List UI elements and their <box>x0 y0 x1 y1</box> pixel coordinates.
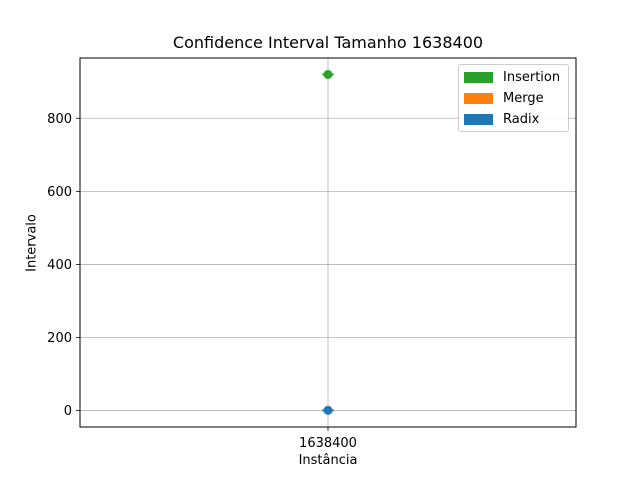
y-tick-label: 0 <box>64 404 72 419</box>
y-tick-label: 600 <box>47 185 72 200</box>
legend-label: Insertion <box>503 69 561 85</box>
axis-ticks: 0 200 400 600 800 1638400 <box>47 112 357 451</box>
legend-item-insertion: Insertion <box>464 69 560 85</box>
y-axis-label: Intervalo <box>24 214 40 272</box>
legend-swatch-merge <box>464 92 493 104</box>
y-tick-label: 200 <box>47 331 72 346</box>
legend: Insertion Merge Radix <box>458 64 569 132</box>
x-axis-label: Instância <box>298 453 358 468</box>
grid-lines <box>80 58 576 427</box>
legend-swatch-radix <box>464 113 493 125</box>
chart-title: Confidence Interval Tamanho 1638400 <box>172 33 484 52</box>
legend-item-radix: Radix <box>464 111 539 127</box>
legend-item-merge: Merge <box>464 90 544 106</box>
legend-swatch-insertion <box>464 71 493 83</box>
legend-label: Merge <box>503 90 544 106</box>
x-tick-label: 1638400 <box>299 436 357 451</box>
y-tick-label: 400 <box>47 258 72 273</box>
data-points <box>322 69 334 415</box>
data-point-radix <box>323 405 333 415</box>
y-tick-label: 800 <box>47 112 72 127</box>
legend-label: Radix <box>503 111 540 127</box>
data-point-insertion <box>323 69 333 79</box>
